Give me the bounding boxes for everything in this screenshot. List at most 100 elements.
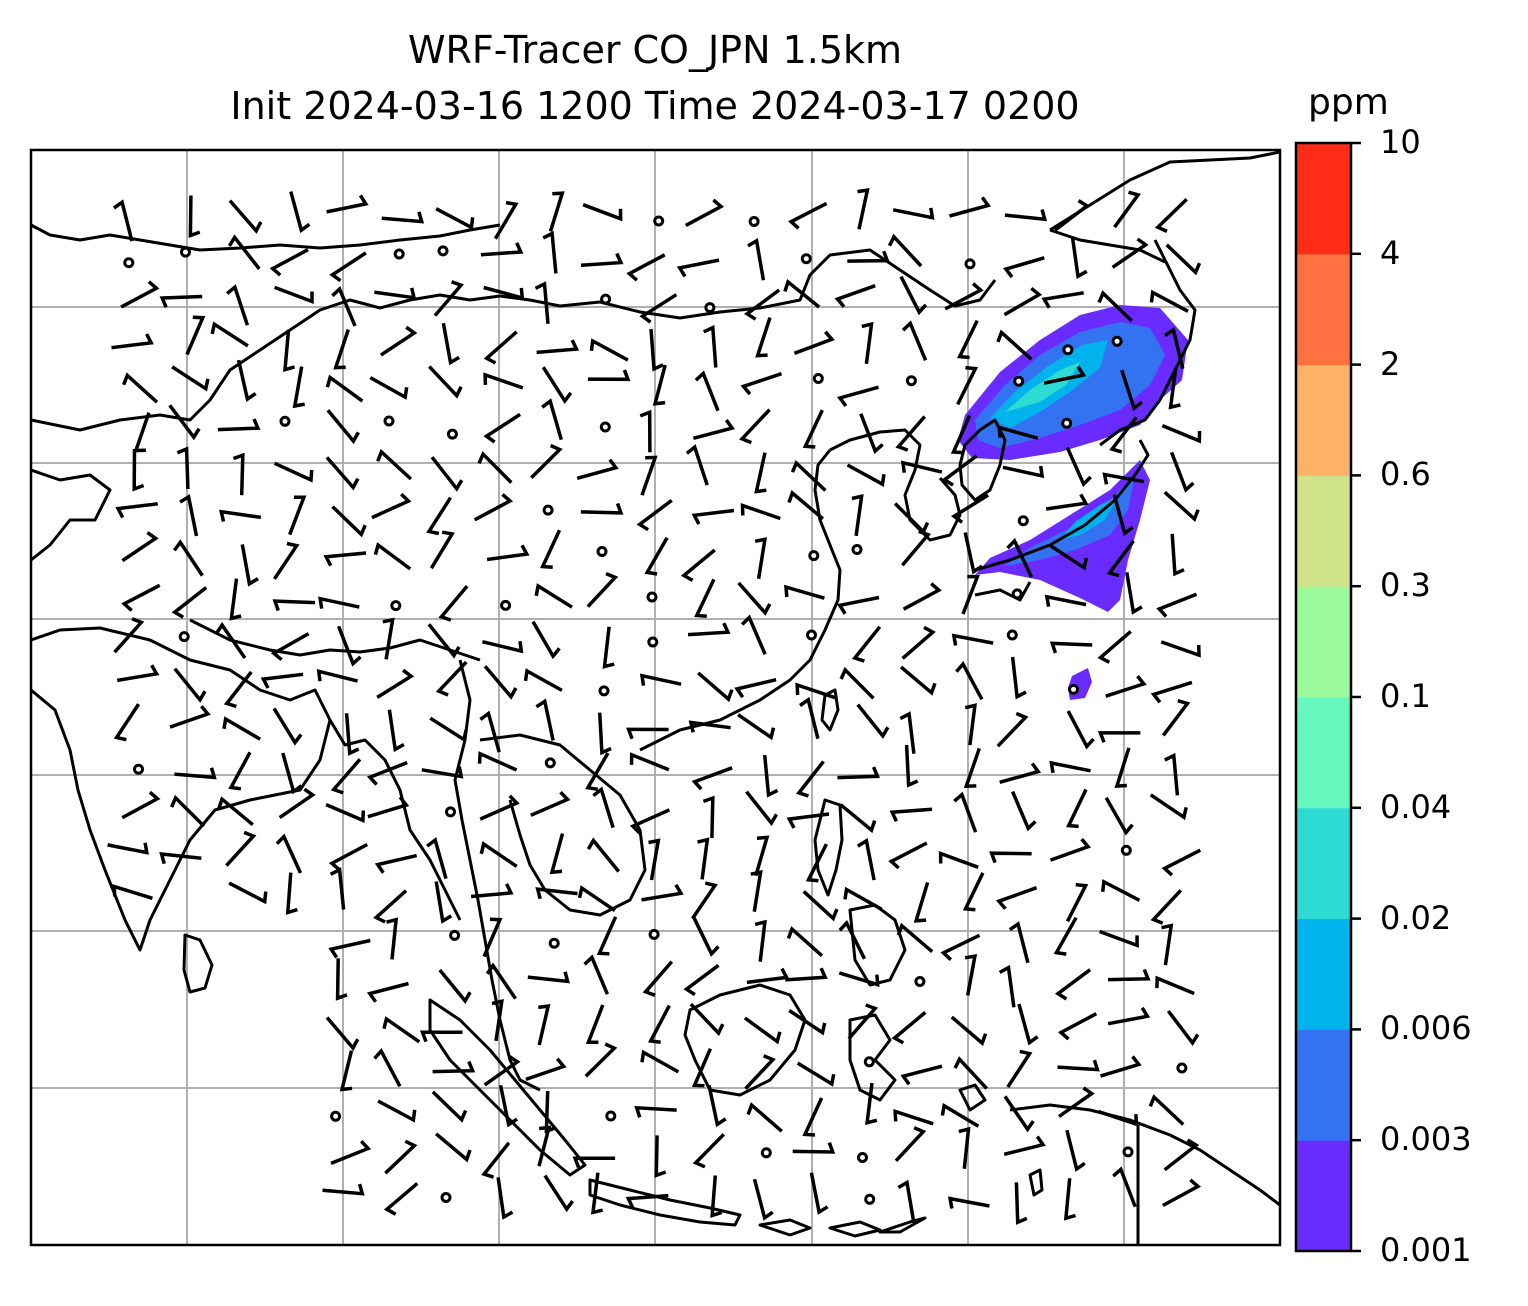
wind-barb — [904, 744, 919, 788]
wind-barb — [486, 544, 530, 562]
wind-barb — [1161, 848, 1202, 877]
wind-barb — [435, 660, 468, 697]
calm-wind-circle — [445, 806, 456, 818]
wind-barb — [323, 551, 367, 567]
wind-barb — [951, 493, 990, 524]
wind-barb — [582, 203, 623, 222]
wind-barb — [482, 917, 503, 958]
wind-barb — [710, 1175, 723, 1218]
wind-barb — [549, 833, 565, 875]
calm-wind-circle — [180, 246, 191, 258]
calm-wind-circle — [1120, 844, 1132, 856]
wind-barb — [956, 365, 979, 406]
wind-barb — [901, 625, 936, 660]
wind-barb — [641, 883, 684, 902]
calm-wind-circle — [760, 1147, 772, 1159]
calm-wind-circle — [905, 375, 917, 387]
wind-barb — [171, 365, 210, 392]
wind-barb — [839, 803, 877, 834]
wind-barb — [865, 1082, 878, 1126]
wind-barb — [421, 766, 464, 779]
wind-barb — [543, 1174, 575, 1213]
wind-barb — [747, 237, 766, 281]
wind-barb — [336, 625, 362, 667]
wind-barb — [1065, 446, 1092, 488]
wind-barb — [809, 1172, 829, 1215]
wind-barb — [585, 1004, 605, 1045]
colorbar-segment — [1296, 697, 1351, 809]
wind-barb — [847, 1003, 879, 1040]
wind-barb — [687, 622, 731, 637]
plume-core2-north — [1005, 362, 1080, 412]
wind-barb — [856, 703, 890, 739]
wind-barb — [996, 711, 1029, 748]
wind-barb — [1057, 1059, 1100, 1072]
calm-wind-circle — [808, 550, 820, 562]
wind-barb — [333, 329, 350, 370]
wind-barb — [1070, 236, 1088, 279]
wind-barb — [755, 317, 772, 358]
wind-barb — [787, 490, 825, 521]
wind-barb — [535, 698, 555, 741]
wind-barb — [322, 1183, 365, 1196]
wind-barb — [743, 1016, 782, 1045]
wind-barb — [649, 328, 664, 372]
wind-barb — [1155, 975, 1195, 996]
calm-wind-circle — [446, 428, 458, 440]
wind-barb — [639, 673, 682, 686]
wind-barb — [384, 1139, 418, 1175]
wind-barb — [483, 412, 522, 444]
wind-barb — [592, 786, 615, 829]
wind-barb — [179, 493, 199, 537]
wind-barb — [281, 752, 303, 795]
colorbar-tick-label: 0.003 — [1380, 1120, 1472, 1159]
wind-barb — [339, 1050, 354, 1092]
wind-barb — [441, 322, 460, 366]
wind-barb — [479, 841, 518, 868]
wind-barb — [1008, 921, 1030, 964]
wind-barb — [691, 1048, 713, 1088]
wind-barb — [1150, 889, 1183, 925]
wind-barb — [318, 596, 360, 609]
wind-barb — [1066, 788, 1088, 829]
wind-barb — [373, 889, 408, 924]
wind-barb — [740, 372, 783, 396]
wind-barb — [688, 720, 731, 733]
wind-barb — [640, 455, 658, 496]
wind-barb — [691, 508, 735, 525]
wind-barb — [995, 886, 1038, 910]
coast-srilanka — [182, 933, 214, 994]
plume-core-south — [1060, 495, 1120, 540]
wind-barb — [634, 1105, 677, 1118]
wind-barb — [762, 754, 779, 798]
wind-barb — [132, 448, 145, 492]
wind-barb — [895, 415, 927, 452]
wind-barb — [228, 881, 268, 905]
wind-barb — [784, 584, 825, 600]
wind-barb — [795, 682, 836, 700]
wind-barb — [754, 537, 768, 580]
wind-barb — [893, 1108, 934, 1126]
wind-barb — [223, 670, 253, 709]
wind-barb — [367, 796, 410, 819]
wind-barb — [225, 830, 257, 867]
wind-barb — [112, 199, 134, 242]
wind-barb — [1164, 327, 1185, 370]
wind-barb — [707, 1084, 727, 1128]
wind-barb — [438, 584, 469, 622]
wind-barb — [534, 583, 573, 609]
wind-barb — [111, 333, 154, 350]
wind-barb — [477, 751, 518, 772]
coast-japan-honshu — [974, 439, 1150, 572]
calm-wind-circle — [857, 1152, 868, 1163]
wind-barb — [374, 853, 418, 874]
wind-barb — [188, 195, 201, 239]
wind-barb — [121, 583, 161, 612]
wind-barb — [316, 668, 359, 683]
wind-barb — [222, 716, 262, 741]
coast-taiwan — [820, 688, 840, 732]
wind-barb — [626, 253, 666, 282]
wind-barb — [692, 917, 720, 957]
wind-barb — [639, 293, 678, 324]
wind-barb — [107, 842, 149, 855]
